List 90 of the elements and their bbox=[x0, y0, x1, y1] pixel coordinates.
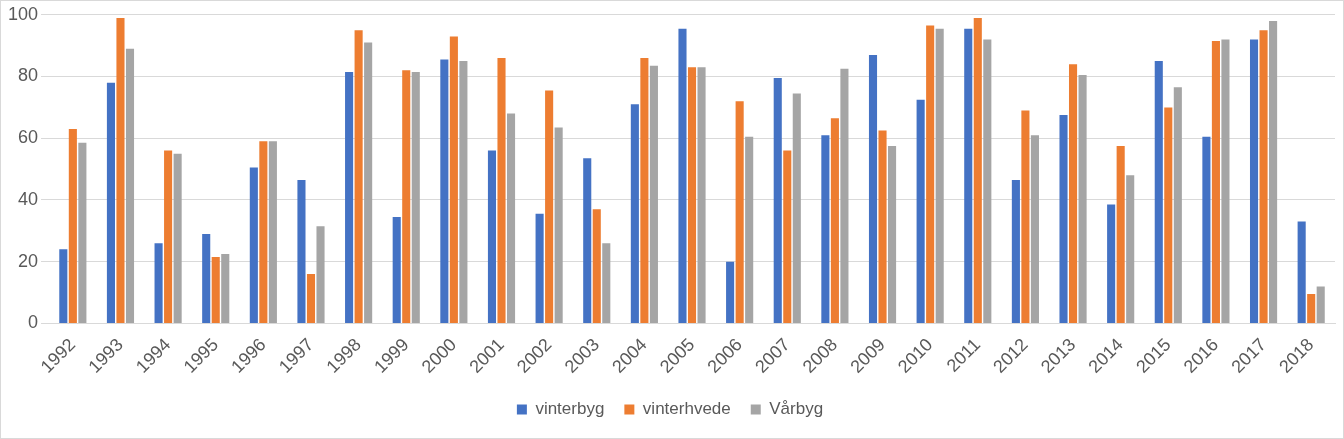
bar bbox=[983, 39, 992, 323]
legend-label: Vårbyg bbox=[769, 399, 824, 419]
bar bbox=[973, 17, 982, 323]
bar bbox=[459, 61, 468, 323]
bar bbox=[868, 54, 878, 323]
bar bbox=[1202, 136, 1211, 323]
bar bbox=[268, 141, 277, 323]
bar bbox=[1078, 74, 1087, 323]
bar bbox=[345, 71, 354, 323]
bar bbox=[640, 58, 649, 323]
bar bbox=[697, 67, 706, 323]
y-tick-label: 0 bbox=[28, 312, 39, 333]
bar bbox=[173, 153, 182, 323]
bar bbox=[1068, 64, 1078, 323]
bar bbox=[354, 30, 363, 323]
bar bbox=[316, 226, 325, 323]
bar bbox=[1126, 175, 1135, 323]
bar bbox=[678, 28, 687, 323]
bar bbox=[545, 90, 554, 323]
bar bbox=[1107, 204, 1116, 323]
bar bbox=[364, 42, 373, 323]
bar bbox=[1154, 61, 1163, 323]
bar bbox=[630, 104, 639, 323]
bar bbox=[1249, 39, 1259, 323]
bar bbox=[773, 78, 782, 323]
y-tick-label: 20 bbox=[18, 250, 39, 271]
bar bbox=[535, 213, 544, 323]
bar bbox=[506, 113, 516, 323]
bar bbox=[440, 59, 449, 323]
bar bbox=[1173, 87, 1182, 323]
bar bbox=[878, 130, 887, 323]
bar bbox=[1221, 39, 1230, 323]
bar bbox=[249, 167, 258, 323]
bar bbox=[487, 150, 497, 323]
bar bbox=[1316, 286, 1325, 323]
y-tick-label: 40 bbox=[18, 188, 39, 209]
bar bbox=[792, 93, 801, 323]
bar bbox=[1021, 110, 1030, 323]
bar bbox=[649, 65, 658, 323]
bar bbox=[259, 141, 268, 323]
bar bbox=[1307, 294, 1316, 323]
bar bbox=[735, 101, 744, 323]
bar bbox=[306, 274, 316, 323]
bar bbox=[783, 150, 792, 323]
bar bbox=[1259, 30, 1268, 323]
y-tick-label: 80 bbox=[18, 65, 39, 86]
bar bbox=[59, 249, 68, 323]
legend-label: vinterhvede bbox=[642, 399, 731, 419]
bar bbox=[1059, 115, 1068, 323]
y-tick-label: 60 bbox=[18, 127, 39, 148]
bar bbox=[202, 233, 211, 323]
bar bbox=[745, 136, 754, 323]
bar bbox=[1164, 107, 1173, 323]
bar bbox=[116, 17, 125, 323]
bar bbox=[221, 253, 230, 323]
bar bbox=[154, 243, 163, 323]
bar bbox=[78, 142, 87, 323]
bar bbox=[411, 71, 420, 323]
bar bbox=[821, 135, 830, 323]
bar bbox=[1211, 41, 1220, 323]
bar bbox=[1297, 221, 1306, 323]
bar bbox=[106, 82, 115, 323]
bar bbox=[687, 67, 697, 323]
bar bbox=[592, 209, 601, 323]
bar bbox=[497, 58, 506, 323]
bar bbox=[402, 70, 411, 323]
bar bbox=[164, 150, 173, 323]
legend-label: vinterbyg bbox=[535, 399, 605, 419]
bar bbox=[840, 68, 849, 323]
bar bbox=[125, 48, 135, 323]
bar bbox=[392, 216, 401, 323]
bar bbox=[1116, 145, 1125, 323]
bar bbox=[964, 28, 973, 323]
bar bbox=[1011, 179, 1020, 323]
bar bbox=[726, 261, 735, 323]
y-tick-label: 100 bbox=[7, 3, 39, 24]
bar bbox=[1030, 135, 1039, 323]
bar bbox=[297, 179, 306, 323]
bar bbox=[888, 145, 897, 323]
bar bbox=[211, 257, 220, 323]
bar bbox=[449, 36, 458, 323]
bar bbox=[935, 28, 944, 323]
bar bbox=[916, 99, 925, 323]
bar bbox=[1269, 20, 1278, 323]
bar bbox=[602, 243, 611, 323]
bar bbox=[830, 118, 839, 323]
bar bbox=[554, 127, 563, 323]
bar bbox=[926, 25, 935, 323]
bar bbox=[68, 128, 77, 323]
bar bbox=[583, 158, 592, 323]
